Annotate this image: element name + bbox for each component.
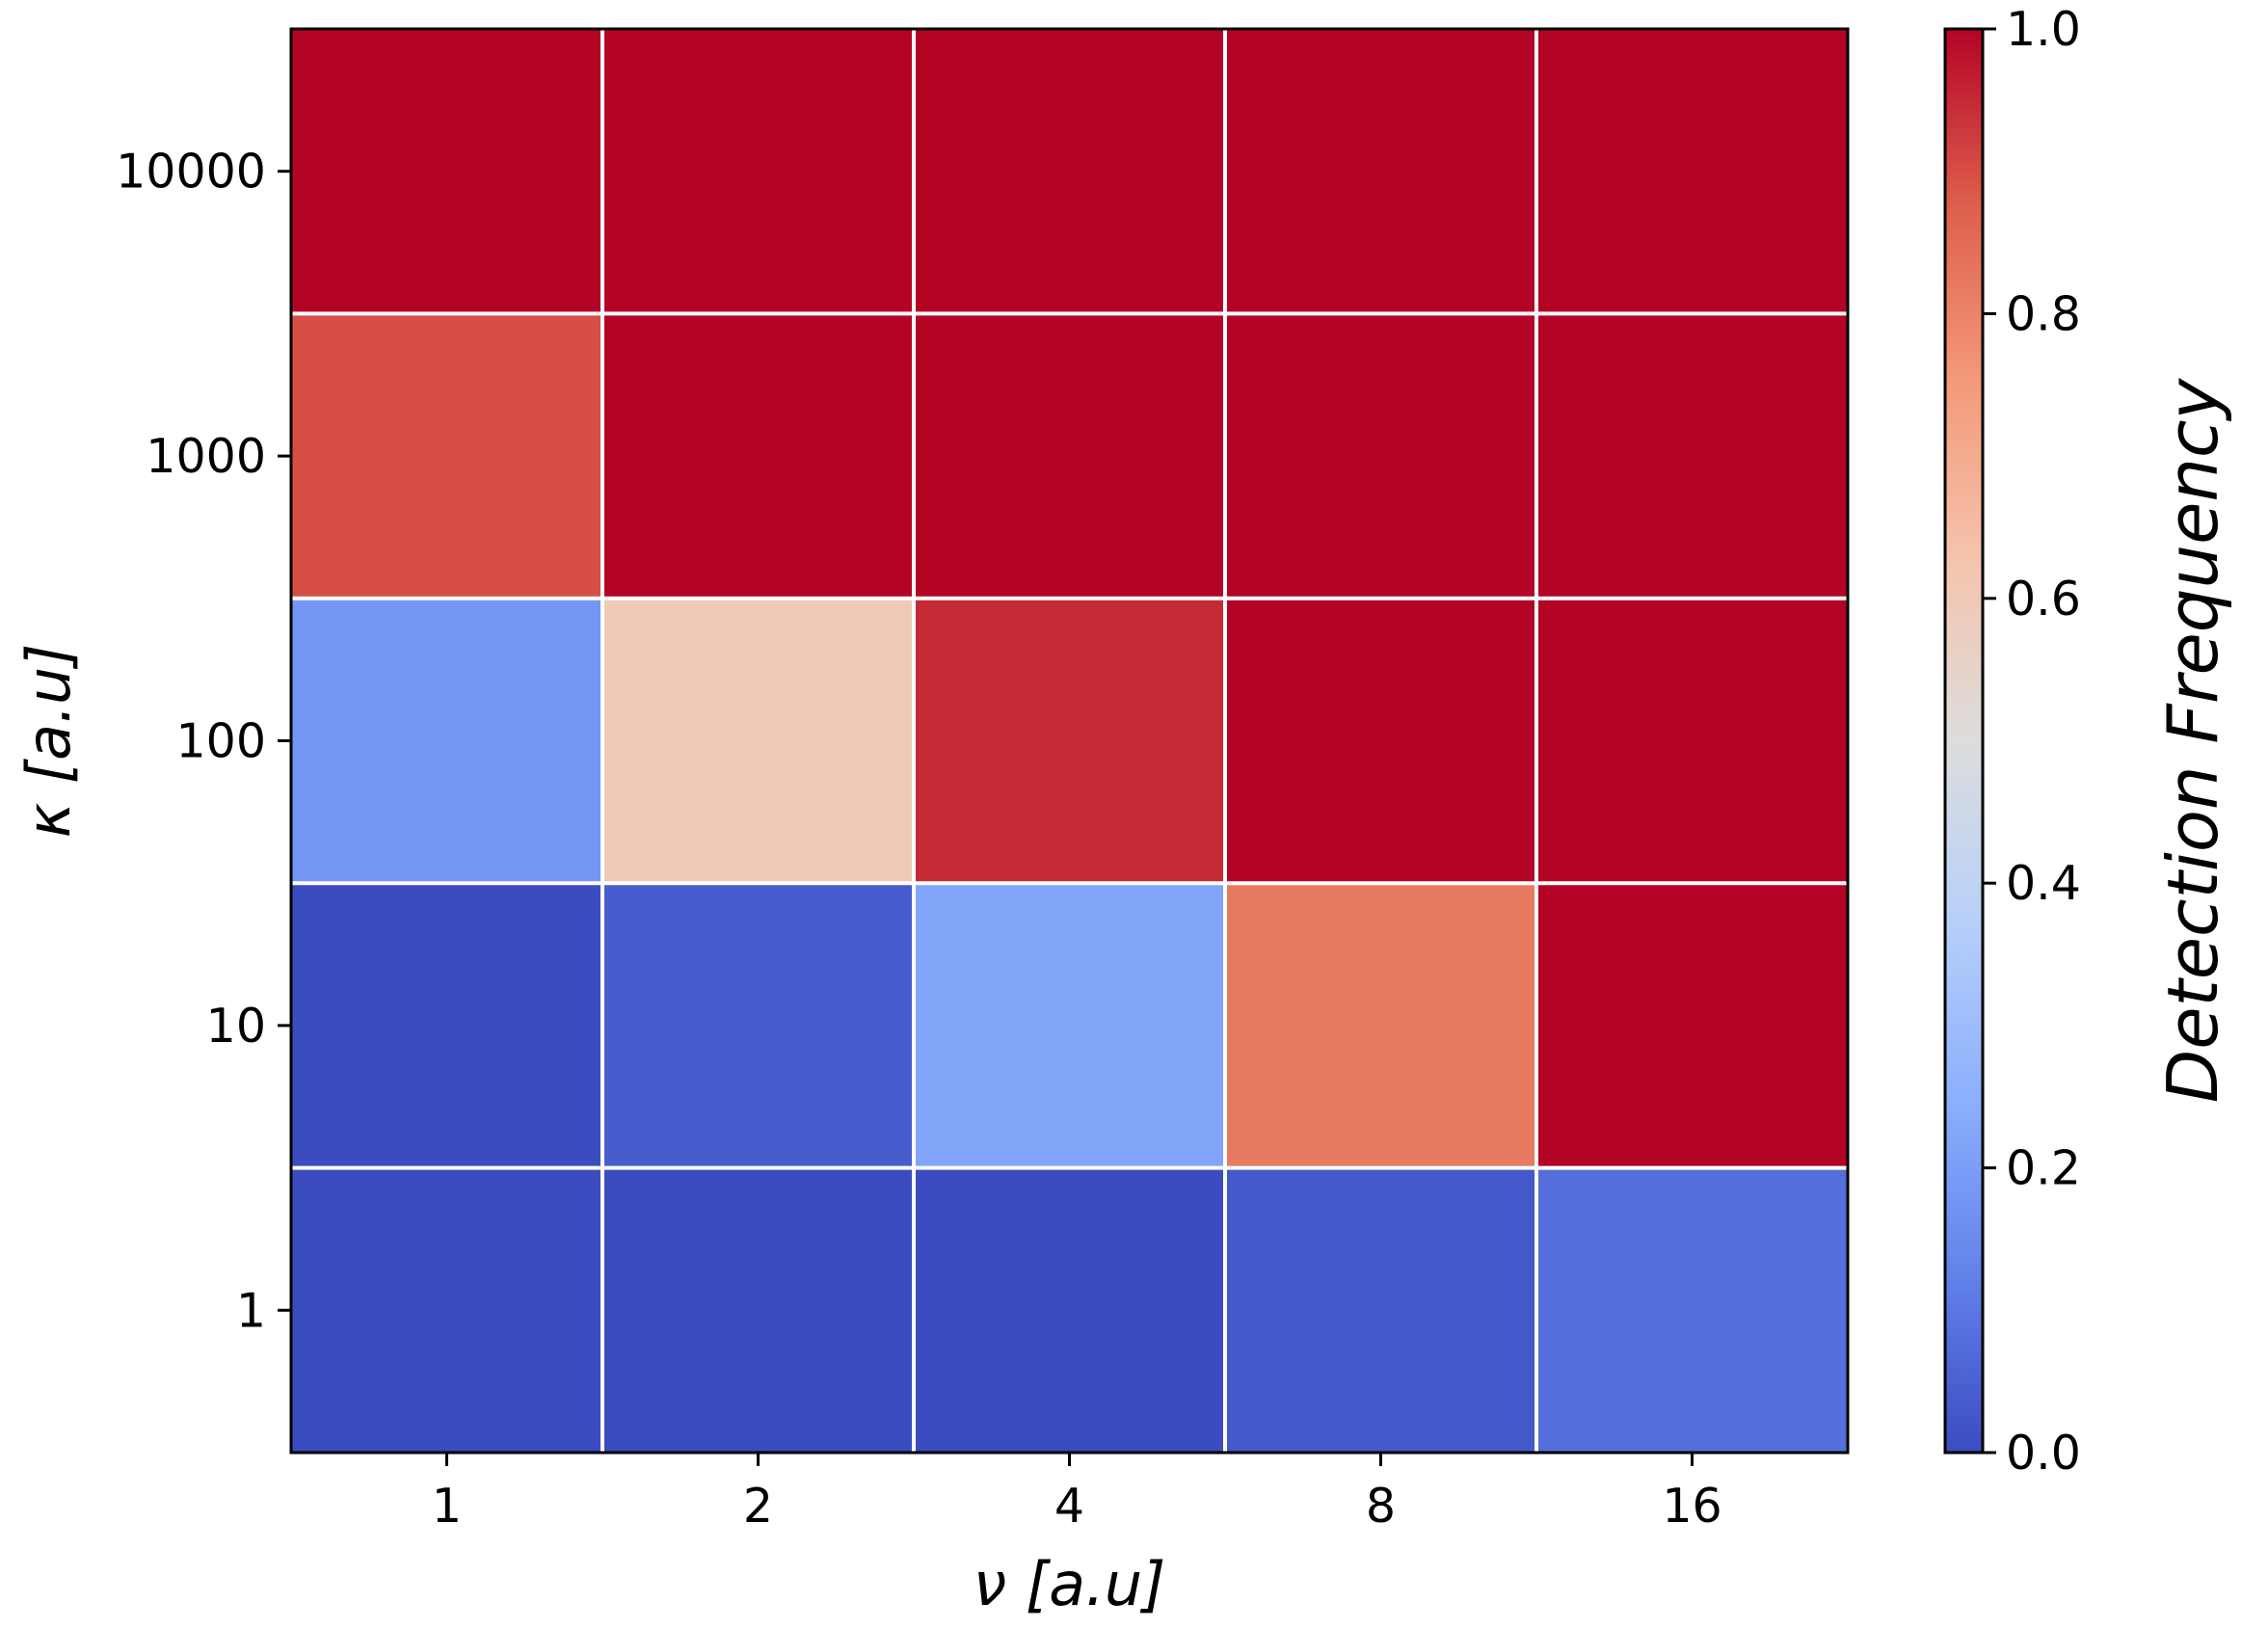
y-tick-label: 1000 [146,429,266,484]
heatmap-cell [291,598,603,884]
heatmap-cell [1225,313,1537,600]
heatmap-cell [291,29,603,314]
heatmap-cell [291,313,603,600]
heatmap-cell [1536,883,1849,1169]
colorbar-ticks: 0.0 0.2 0.4 0.6 0.8 1.0 [1983,2,2081,1481]
heatmap-cell [1225,1167,1537,1454]
y-tick-label: 1 [236,1283,266,1338]
heatmap-cell [291,1167,603,1454]
y-axis-label: κ [a.u] [13,644,84,839]
heatmap-cell [914,883,1226,1169]
x-axis-label: ν [a.u] [974,1549,1166,1619]
heatmap-cell [1536,313,1849,600]
y-tick-label: 10 [206,999,266,1054]
colorbar-tick-label: 0.4 [2006,856,2081,911]
colorbar-tick-label: 0.6 [2006,572,2081,627]
heatmap-cell [914,313,1226,600]
heatmap-cell [1536,1167,1849,1454]
heatmap-cell [1536,598,1849,884]
heatmap-cell [1225,29,1537,314]
heatmap-cells [291,29,1849,1454]
heatmap-cell [602,598,915,884]
y-axis-ticks: 1 10 100 1000 10000 [116,145,291,1338]
heatmap-cell [1225,883,1537,1169]
heatmap-cell [1225,598,1537,884]
colorbar [1943,27,1985,1455]
x-tick-label: 2 [743,1479,773,1534]
colorbar-tick-label: 1.0 [2006,2,2081,57]
heatmap-cell [914,29,1226,314]
heatmap-cell [602,1167,915,1454]
y-tick-label: 10000 [116,145,266,200]
heatmap-cell [914,598,1226,884]
heatmap-cell [914,1167,1226,1454]
x-axis-ticks: 1 2 4 8 16 [432,1453,1722,1534]
y-tick-label: 100 [175,714,266,769]
colorbar-tick-label: 0.8 [2006,286,2081,341]
colorbar-label: Detection Frequency [2152,377,2233,1103]
heatmap-cell [602,29,915,314]
colorbar-tick-label: 0.0 [2006,1426,2081,1481]
x-tick-label: 4 [1054,1479,1084,1534]
cell-gridlines [291,29,1848,1453]
x-tick-label: 1 [432,1479,462,1534]
x-tick-label: 8 [1366,1479,1396,1534]
heatmap-cell [1536,29,1849,314]
heatmap-cell [602,313,915,600]
heatmap-cell [291,883,603,1169]
x-tick-label: 16 [1662,1479,1721,1534]
heatmap-cell [602,883,915,1169]
colorbar-tick-label: 0.2 [2006,1141,2081,1196]
